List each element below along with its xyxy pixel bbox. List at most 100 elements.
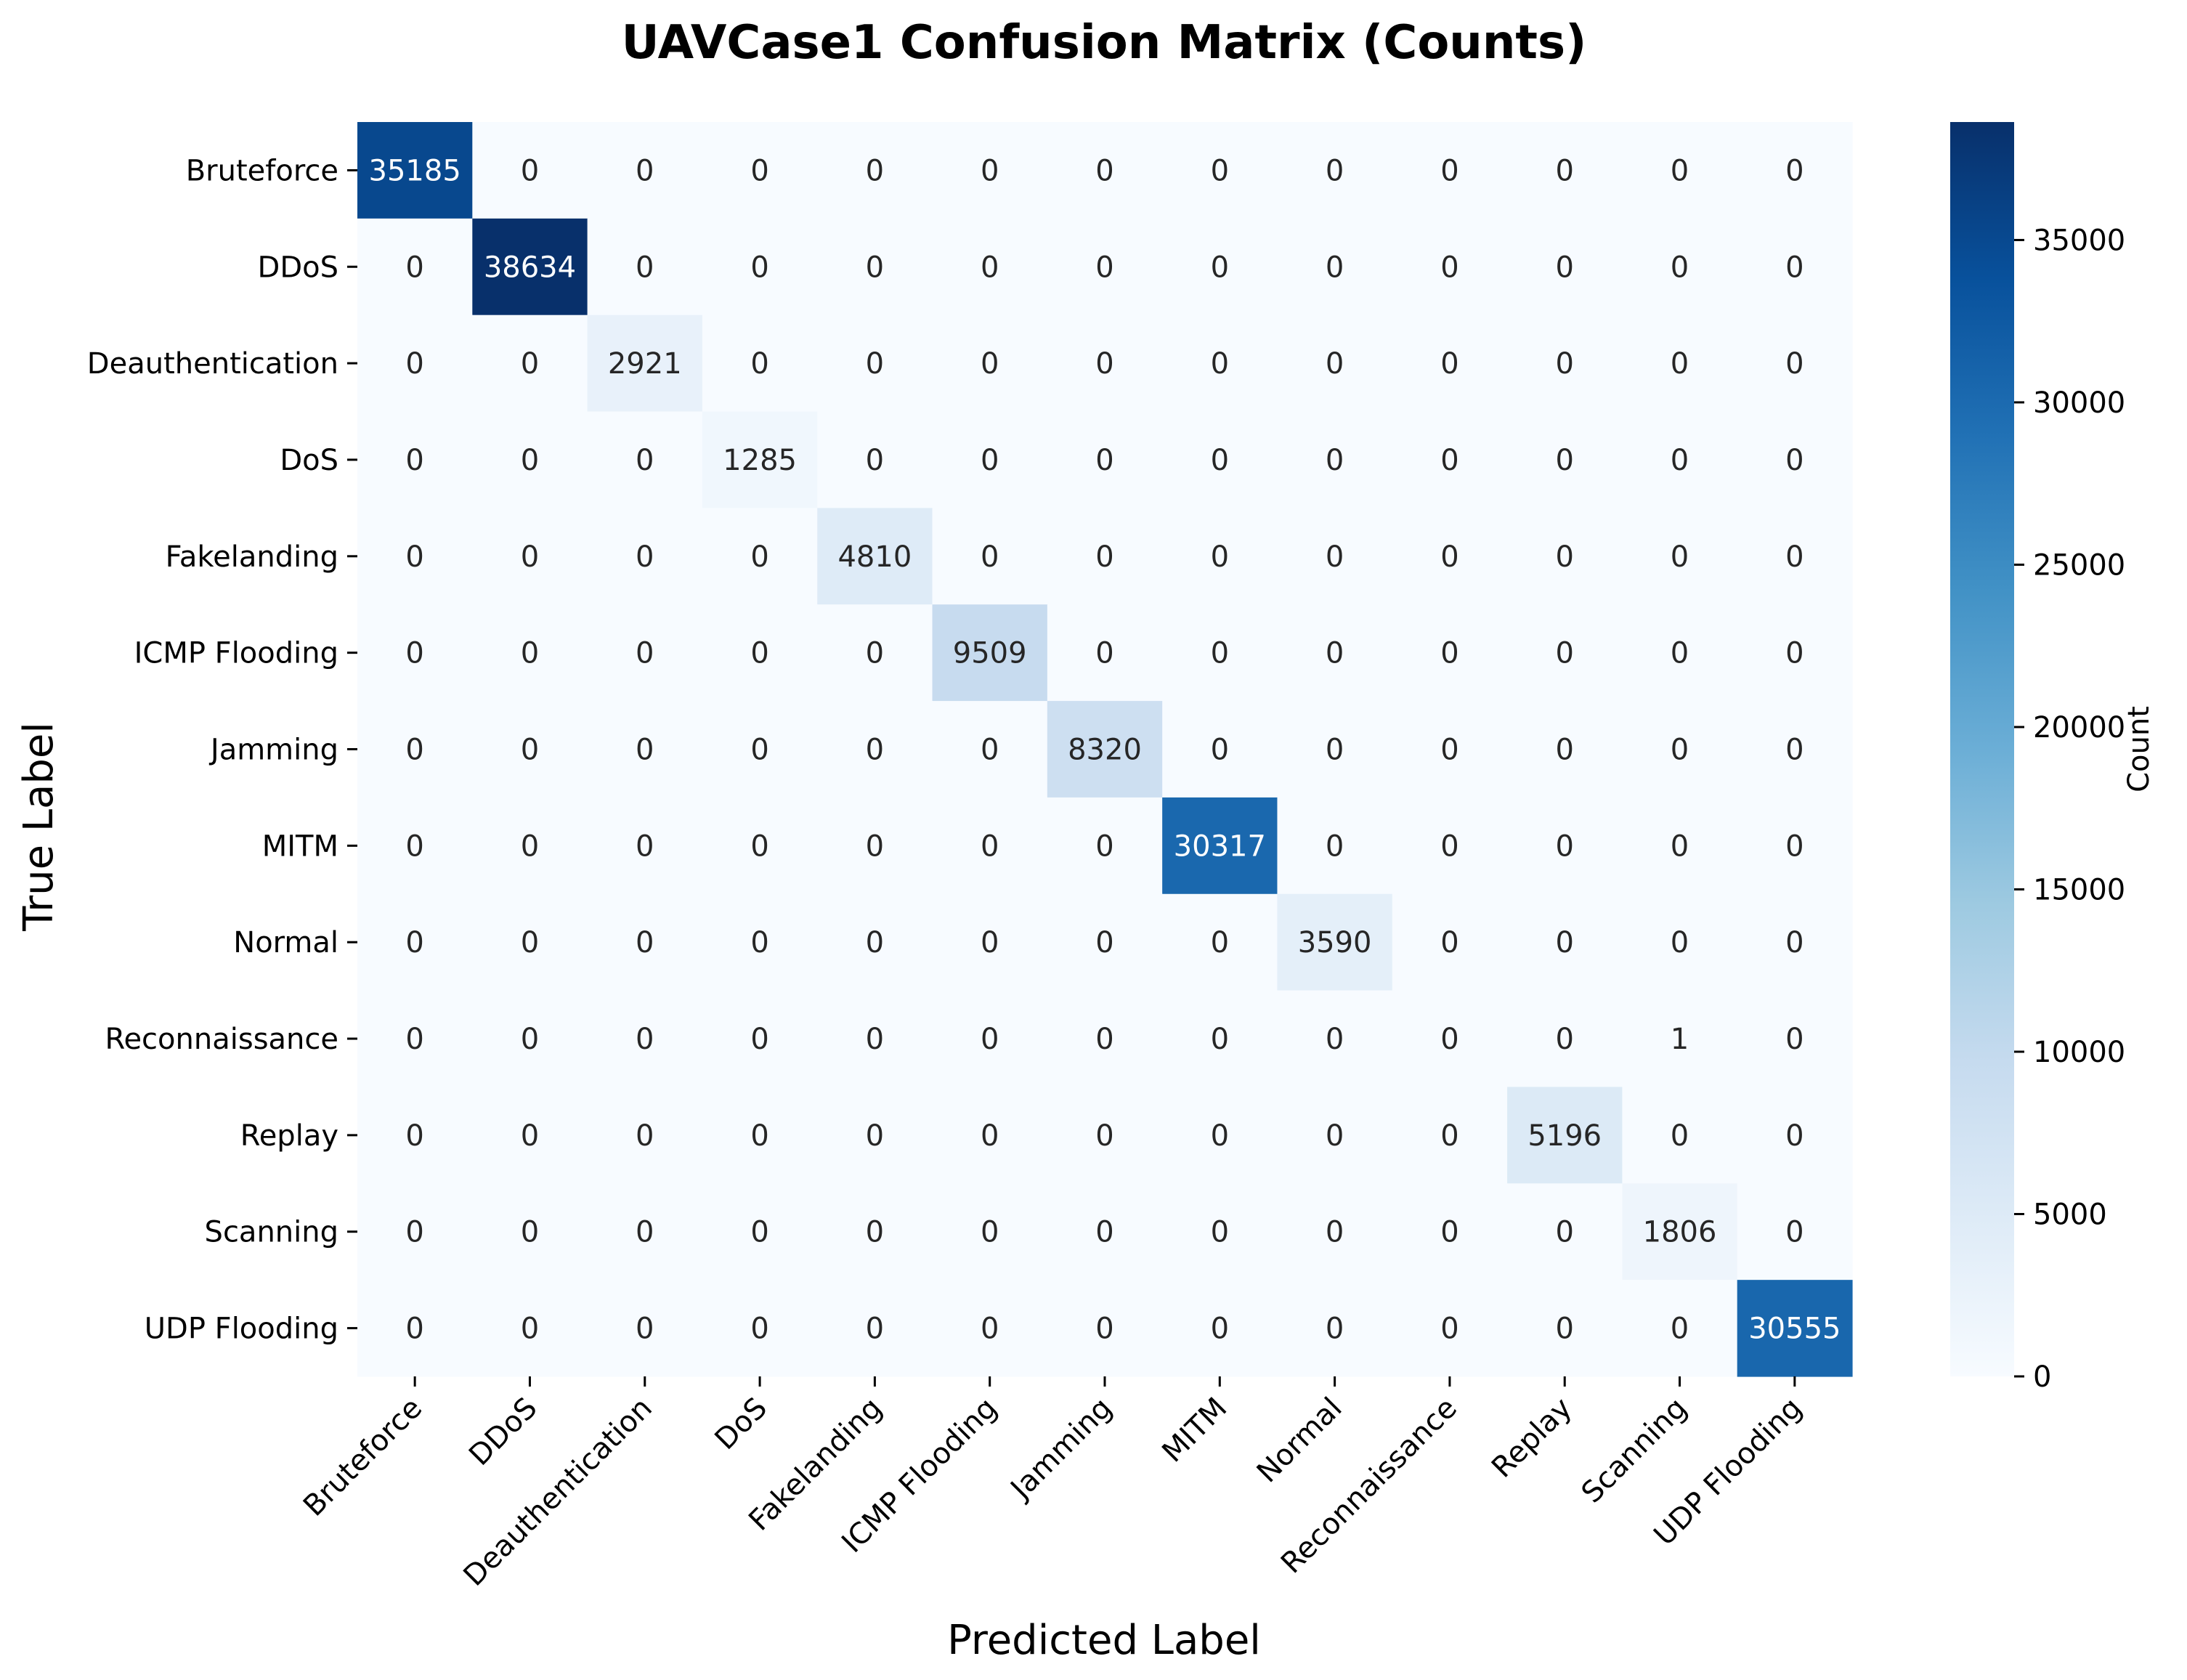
y-tick-label-replay: Replay bbox=[240, 1119, 338, 1153]
heatmap-cell bbox=[932, 1087, 1048, 1184]
cell-value-label: 8320 bbox=[1068, 734, 1142, 767]
heatmap-cell bbox=[817, 218, 933, 316]
cell-value-label: 0 bbox=[1326, 347, 1344, 381]
cell-value-label: 0 bbox=[1785, 540, 1803, 574]
cell-value-label: 0 bbox=[636, 444, 654, 477]
colorbar-ticks: 0 5000 10000 15000 20000 25000 30000 35000 bbox=[2014, 224, 2125, 1394]
y-tick-label-jamming: Jamming bbox=[208, 734, 338, 767]
cell-value-label: 0 bbox=[1095, 1119, 1113, 1153]
heatmap-cell bbox=[1162, 893, 1278, 991]
cell-value-label: 0 bbox=[750, 926, 768, 959]
heatmap-cell bbox=[1392, 604, 1508, 702]
colorbar-label: Count bbox=[2122, 706, 2156, 792]
heatmap-cell bbox=[587, 122, 703, 219]
cell-value-label: 0 bbox=[866, 926, 884, 959]
cell-value-label: 0 bbox=[1211, 734, 1229, 767]
cell-value-label: 0 bbox=[1440, 1023, 1458, 1056]
heatmap-cell bbox=[357, 797, 473, 895]
cell-value-label: 1285 bbox=[723, 444, 797, 477]
heatmap-cell bbox=[702, 1280, 818, 1377]
heatmap-cell bbox=[1392, 1280, 1508, 1377]
cell-value-label: 0 bbox=[1211, 444, 1229, 477]
cell-value-label: 0 bbox=[1440, 444, 1458, 477]
heatmap-cell bbox=[1622, 990, 1738, 1088]
cell-value-label: 0 bbox=[405, 734, 423, 767]
heatmap-cell bbox=[472, 508, 588, 605]
heatmap-cell bbox=[1392, 508, 1508, 605]
cell-value-label: 0 bbox=[1556, 637, 1574, 670]
cell-value-label: 0 bbox=[981, 1312, 999, 1346]
heatmap-cell bbox=[357, 122, 473, 219]
cell-value-label: 9509 bbox=[953, 637, 1027, 670]
heatmap-cell bbox=[702, 315, 818, 413]
heatmap-cell bbox=[357, 1087, 473, 1184]
heatmap-cell bbox=[1392, 122, 1508, 219]
heatmap-cell bbox=[1737, 315, 1853, 413]
cell-value-label: 0 bbox=[1095, 829, 1113, 863]
heatmap-cell bbox=[1507, 122, 1623, 219]
heatmap-cell bbox=[1392, 797, 1508, 895]
heatmap-cell bbox=[1392, 990, 1508, 1088]
cell-value-label: 0 bbox=[1211, 1119, 1229, 1153]
cell-value-label: 0 bbox=[1671, 444, 1689, 477]
heatmap-cell bbox=[472, 315, 588, 413]
cell-value-label: 0 bbox=[1556, 154, 1574, 187]
heatmap-cell bbox=[1737, 411, 1853, 508]
heatmap-cell bbox=[1737, 1183, 1853, 1281]
heatmap-cell bbox=[932, 1183, 1048, 1281]
heatmap-cell bbox=[1047, 1183, 1163, 1281]
heatmap-cell bbox=[1622, 797, 1738, 895]
heatmap-cell bbox=[817, 508, 933, 605]
heatmap-cell bbox=[1392, 1183, 1508, 1281]
heatmap-cell bbox=[357, 1280, 473, 1377]
heatmap-cell bbox=[932, 411, 1048, 508]
cell-value-label: 0 bbox=[1326, 1119, 1344, 1153]
cell-value-label: 0 bbox=[1211, 1023, 1229, 1056]
cell-value-label: 0 bbox=[750, 829, 768, 863]
y-tick-label-ddos: DDoS bbox=[258, 251, 338, 284]
cell-value-label: 0 bbox=[1440, 1312, 1458, 1346]
colorbar-tick-label: 30000 bbox=[2033, 386, 2125, 420]
cell-value-label: 0 bbox=[1440, 154, 1458, 187]
heatmap-cell bbox=[1392, 218, 1508, 316]
cell-value-label: 0 bbox=[1785, 251, 1803, 284]
cell-value-label: 0 bbox=[1095, 637, 1113, 670]
cell-value-label: 0 bbox=[1671, 251, 1689, 284]
cell-value-label: 0 bbox=[1440, 347, 1458, 381]
heatmap-cell bbox=[1507, 604, 1623, 702]
heatmap-cells bbox=[357, 122, 1853, 1377]
heatmap-cell bbox=[1622, 1087, 1738, 1184]
cell-value-label: 0 bbox=[1671, 926, 1689, 959]
heatmap-cell bbox=[1737, 218, 1853, 316]
heatmap-cell bbox=[1737, 701, 1853, 798]
colorbar-tick-label: 15000 bbox=[2033, 873, 2125, 906]
cell-value-label: 0 bbox=[750, 734, 768, 767]
heatmap-cell bbox=[817, 1087, 933, 1184]
cell-value-label: 1806 bbox=[1643, 1216, 1717, 1249]
colorbar-tick-label: 20000 bbox=[2033, 711, 2125, 744]
cell-value-label: 0 bbox=[1326, 1312, 1344, 1346]
heatmap-cell bbox=[472, 893, 588, 991]
cell-value-label: 0 bbox=[1785, 1023, 1803, 1056]
heatmap-cell bbox=[1622, 508, 1738, 605]
heatmap-cell bbox=[932, 122, 1048, 219]
cell-value-label: 0 bbox=[1556, 251, 1574, 284]
cell-value-label: 0 bbox=[1556, 926, 1574, 959]
cell-value-label: 3590 bbox=[1298, 926, 1372, 959]
cell-value-label: 0 bbox=[405, 1216, 423, 1249]
heatmap-cell bbox=[357, 701, 473, 798]
cell-value-label: 0 bbox=[1440, 1216, 1458, 1249]
cell-value-label: 0 bbox=[1556, 1216, 1574, 1249]
heatmap-cell bbox=[357, 604, 473, 702]
heatmap-cell bbox=[1277, 797, 1393, 895]
heatmap-cell bbox=[702, 411, 818, 508]
cell-value-label: 0 bbox=[1095, 444, 1113, 477]
cell-value-label: 1 bbox=[1671, 1023, 1689, 1056]
heatmap-cell bbox=[817, 604, 933, 702]
cell-value-label: 0 bbox=[981, 154, 999, 187]
heatmap-cell bbox=[1047, 797, 1163, 895]
heatmap-cell bbox=[932, 797, 1048, 895]
cell-value-label: 0 bbox=[1785, 637, 1803, 670]
y-tick-label-bruteforce: Bruteforce bbox=[186, 154, 338, 187]
heatmap-cell bbox=[1162, 315, 1278, 413]
